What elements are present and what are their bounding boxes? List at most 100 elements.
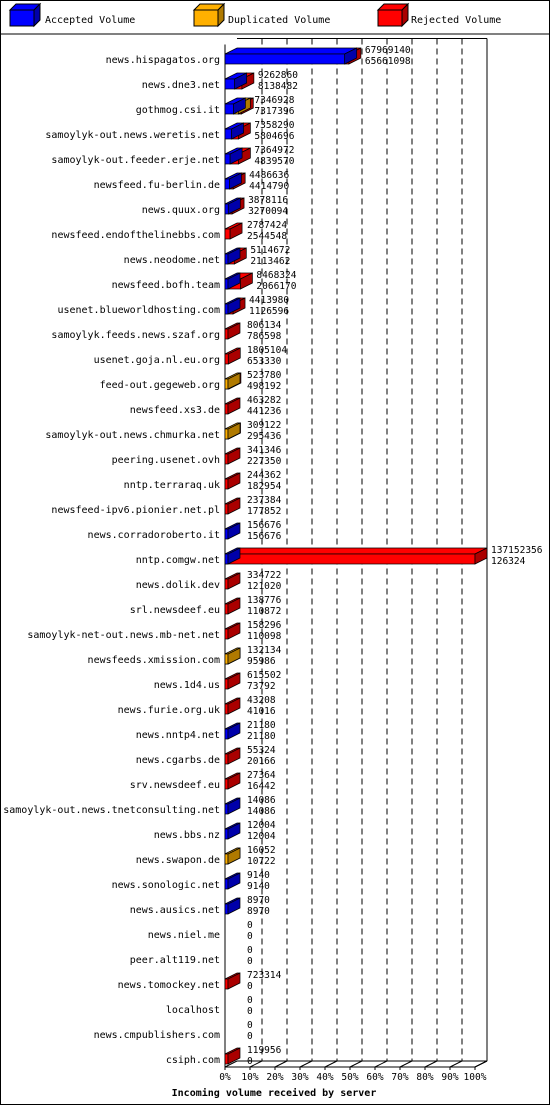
x-tick-label: 70%	[391, 1072, 408, 1083]
value-label-secondary: 8138482	[258, 81, 298, 92]
bar-accepted-top	[224, 47, 357, 55]
value-label-secondary: 0	[247, 956, 253, 967]
bar-accepted-front	[224, 253, 229, 265]
y-axis-labels: news.hispagatos.org news.dne3.net gothmog.…	[3, 55, 220, 1066]
bar-accepted-side	[227, 872, 241, 890]
server-label: news.neodome.net	[124, 255, 220, 266]
value-label-total: 341346	[247, 445, 282, 456]
bar-rejected-side	[227, 672, 241, 690]
server-label: samoylyk-net-out.news.mb-net.net	[27, 630, 220, 641]
value-label-total: 615502	[247, 670, 281, 681]
bar-accepted	[224, 247, 241, 265]
bar-duplicated	[224, 422, 241, 440]
bar-duplicated-front	[224, 428, 229, 440]
value-label-total: 309122	[247, 420, 281, 431]
value-label-secondary: 2544548	[247, 231, 287, 242]
bar-accepted	[224, 197, 241, 215]
bar-accepted	[224, 47, 358, 65]
server-label: gothmog.csi.it	[136, 105, 220, 116]
bar-accepted-front	[224, 553, 229, 565]
value-label-secondary: 65661098	[365, 56, 411, 67]
value-label-total: 43208	[247, 695, 276, 706]
x-tick-mark	[474, 1060, 488, 1068]
bar-accepted	[224, 547, 241, 565]
bar-duplicated-front	[224, 853, 229, 865]
bar-rejected	[224, 397, 241, 415]
legend: Accepted Volume Duplicated Volume Reject…	[8, 2, 501, 28]
server-label: news.bbs.nz	[154, 830, 220, 841]
bar-accepted	[224, 272, 241, 290]
value-label-total: 2787424	[247, 220, 287, 231]
bar-accepted-side	[344, 47, 358, 65]
value-label-secondary: 0	[247, 1031, 253, 1042]
x-tick-mark	[374, 1060, 388, 1068]
bar-rejected-front	[224, 328, 229, 340]
bar-rejected	[224, 547, 488, 565]
server-label: news.quux.org	[142, 205, 220, 216]
bar-accepted	[224, 97, 246, 115]
server-label: samoylyk-out.news.chmurka.net	[45, 430, 220, 441]
server-label: news.swapon.de	[136, 855, 220, 866]
bar-rejected-side	[227, 397, 241, 415]
value-label-total: 244362	[247, 470, 281, 481]
bar-duplicated	[224, 847, 241, 865]
value-label-secondary: 295436	[247, 431, 282, 442]
bar-accepted-side	[229, 147, 243, 165]
bar-accepted-front	[224, 278, 229, 290]
x-tick-mark	[224, 1060, 238, 1068]
value-label-secondary: 12004	[247, 831, 276, 842]
bar-duplicated-side	[227, 647, 241, 665]
bar-rejected	[224, 472, 241, 490]
bar-accepted-side	[227, 197, 241, 215]
server-label: news.dne3.net	[142, 80, 220, 91]
x-tick-mark	[349, 1060, 363, 1068]
bar-accepted-front	[224, 903, 229, 915]
value-label-total: 237384	[247, 495, 282, 506]
legend-swatch-rejected	[377, 9, 403, 27]
bar-rejected	[224, 572, 241, 590]
server-label: nntp.terraraq.uk	[124, 480, 220, 491]
value-label-secondary: 498192	[247, 381, 281, 392]
bar-duplicated	[224, 372, 241, 390]
bar-accepted	[224, 722, 241, 740]
x-tick-label: 100%	[464, 1072, 487, 1083]
value-label-total: 4486636	[249, 170, 289, 181]
bar-accepted-front	[224, 128, 232, 140]
x-tick-mark	[449, 1060, 463, 1068]
bar-rejected-side	[238, 147, 251, 165]
x-tick-label: 10%	[241, 1072, 258, 1083]
server-label: news.nntp4.net	[136, 730, 220, 741]
value-label-secondary: 41016	[247, 706, 276, 717]
legend-item-duplicated: Duplicated Volume	[192, 2, 330, 28]
bar-duplicated-side	[227, 847, 241, 865]
bar-rejected-side	[227, 472, 241, 490]
bar-rejected-front	[224, 403, 229, 415]
server-label: newsfeeds.xmission.com	[88, 655, 220, 666]
bar-duplicated-front	[224, 653, 229, 665]
value-label-total: 8970	[247, 895, 270, 906]
bar-accepted-front	[224, 53, 346, 65]
x-tick-label: 20%	[266, 1072, 283, 1083]
bar-rejected-side	[227, 972, 241, 990]
server-label: news.corradoroberto.it	[88, 530, 220, 541]
bar-rejected	[224, 972, 241, 990]
bar-accepted-front	[224, 528, 229, 540]
bar-rejected-front	[224, 753, 229, 765]
server-label: localhost	[166, 1005, 220, 1016]
value-label-total: 0	[247, 945, 253, 956]
server-label: newsfeed-ipv6.pionier.net.pl	[51, 505, 220, 516]
value-label-total: 334722	[247, 570, 281, 581]
bar-rejected-side	[227, 1047, 241, 1065]
bar-accepted-side	[227, 247, 241, 265]
bar-accepted-side	[227, 272, 241, 290]
bar-duplicated-side	[227, 372, 241, 390]
bar-rejected-side	[227, 772, 241, 790]
value-label-secondary: 20166	[247, 756, 276, 767]
x-tick-label: 80%	[416, 1072, 433, 1083]
value-label-secondary: 2066170	[256, 281, 296, 292]
server-label: newsfeed.endofthelinebbs.com	[51, 230, 220, 241]
bar-accepted	[224, 122, 244, 140]
server-label: news.1d4.us	[154, 680, 220, 691]
server-label: news.dolik.dev	[136, 580, 220, 591]
value-label-secondary: 227350	[247, 456, 282, 467]
